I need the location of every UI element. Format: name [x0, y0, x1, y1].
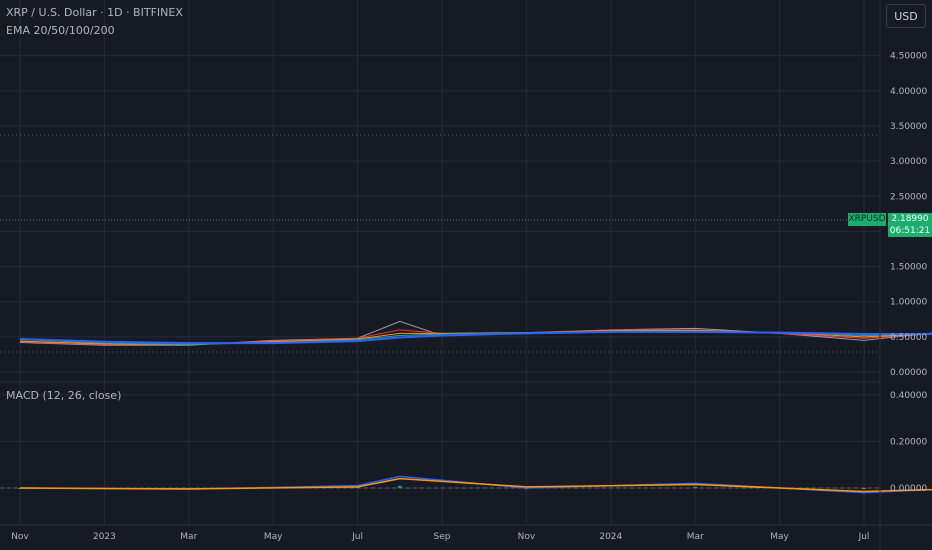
- time-tick-label: Jul: [858, 532, 870, 542]
- grid: [0, 0, 880, 525]
- price-tick-label: 1.50000: [890, 263, 927, 273]
- price-tick-label: 4.00000: [890, 87, 927, 97]
- ema-indicator-label[interactable]: EMA 20/50/100/200: [6, 24, 115, 37]
- last-price-tag: 2.18990: [888, 213, 932, 226]
- time-tick-label: Mar: [687, 532, 704, 542]
- price-tick-label: 0.50000: [890, 333, 927, 343]
- macd-pane[interactable]: [0, 390, 932, 504]
- macd-histogram: [18, 485, 866, 490]
- time-tick-label: 2023: [93, 532, 116, 542]
- price-pane[interactable]: [0, 66, 932, 383]
- symbol-tag: XRPUSD: [848, 213, 886, 226]
- price-tick-label: 0.00000: [890, 368, 927, 378]
- series-line-ema-100: [19, 330, 932, 346]
- time-tick-label: Nov: [11, 532, 29, 542]
- time-tick-label: May: [264, 532, 283, 542]
- price-tick-label: 2.50000: [890, 192, 927, 202]
- price-tick-label: 3.00000: [890, 157, 927, 167]
- macd-hist-bar: [862, 488, 866, 490]
- symbol-title[interactable]: XRP / U.S. Dollar · 1D · BITFINEX: [6, 6, 183, 19]
- series-line-ema-50: [19, 330, 932, 346]
- macd-indicator-label[interactable]: MACD (12, 26, close): [6, 389, 122, 402]
- time-tick-label: Sep: [434, 532, 451, 542]
- macd-hist-bar: [397, 485, 402, 488]
- price-tick-label: 4.50000: [890, 52, 927, 62]
- macd-tick-label: 0.00000: [890, 484, 927, 494]
- price-tick-label: 1.00000: [890, 298, 927, 308]
- macd-tick-label: 0.40000: [890, 391, 927, 401]
- macd-hist-bar: [693, 486, 698, 488]
- price-tag[interactable]: XRPUSD 2.18990 06:51:21: [848, 212, 932, 237]
- time-tick-label: 2024: [599, 532, 622, 542]
- time-tick-label: Mar: [180, 532, 197, 542]
- macd-signal-line: [19, 477, 932, 493]
- series-line-ema-20: [19, 329, 932, 346]
- time-axis[interactable]: Nov2023MarMayJulSepNov2024MarMayJulSepNo…: [11, 532, 932, 542]
- time-tick-label: Jul: [351, 532, 363, 542]
- currency-button[interactable]: USD: [886, 4, 926, 28]
- macd-axis[interactable]: 0.40000 0.20000 0.00000: [890, 391, 927, 494]
- macd-line: [19, 475, 932, 494]
- macd-lines-group: [19, 475, 932, 494]
- time-tick-label: May: [770, 532, 789, 542]
- price-tick-label: 3.50000: [890, 122, 927, 132]
- series-line-ema-200: [19, 330, 932, 345]
- time-tick-label: Nov: [518, 532, 536, 542]
- bar-countdown-tag: 06:51:21: [888, 225, 932, 237]
- macd-tick-label: 0.20000: [890, 437, 927, 447]
- price-series-group: [19, 320, 932, 346]
- series-line-xrpusd: [19, 320, 932, 346]
